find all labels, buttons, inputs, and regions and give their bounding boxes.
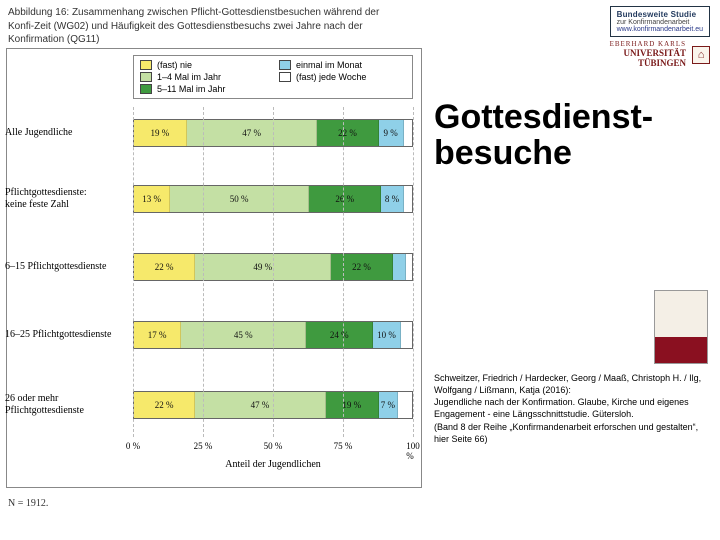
bar-segment: 45 % [181, 322, 306, 348]
bar-segment: 47 % [187, 120, 318, 146]
x-gridline [133, 107, 134, 437]
chart-legend: (fast) nie einmal im Monat 1–4 Mal im Jahr… [133, 55, 413, 99]
bar-segment: 50 % [170, 186, 309, 212]
x-tick-label: 50 % [264, 441, 283, 451]
logo-area: Bundesweite Studie zur Konfirmandenarbei… [610, 6, 710, 68]
page-root: Abbildung 16: Zusammenhang zwischen Pfli… [0, 0, 720, 540]
x-tick-label: 75 % [334, 441, 353, 451]
legend-swatch [140, 84, 152, 94]
bar-segment: 22 % [331, 254, 392, 280]
bar-segment: 47 % [195, 392, 326, 418]
category-label: 26 oder mehrPflichtgottesdienste [5, 391, 127, 419]
x-gridline [273, 107, 274, 437]
crest-icon: ⌂ [692, 46, 710, 64]
legend-label: (fast) jede Woche [296, 72, 366, 82]
legend-label: 5–11 Mal im Jahr [157, 84, 225, 94]
bar-segment: 9 % [379, 120, 404, 146]
bar-segment: 22 % [134, 254, 195, 280]
bar-segment [404, 186, 412, 212]
book-top [655, 291, 707, 337]
bar-segment: 8 % [381, 186, 403, 212]
figure-caption: Abbildung 16: Zusammenhang zwischen Pfli… [8, 6, 398, 47]
bar-segment: 49 % [195, 254, 331, 280]
book-cover-icon [654, 290, 708, 364]
bar-segment: 13 % [134, 186, 170, 212]
study-logo: Bundesweite Studie zur Konfirmandenarbei… [610, 6, 710, 37]
bar-segment [393, 254, 407, 280]
x-tick-label: 25 % [194, 441, 213, 451]
x-axis-label: Anteil der Jugendlichen [133, 459, 413, 470]
legend-item: (fast) nie [140, 60, 267, 70]
bar-segment: 22 % [134, 392, 195, 418]
legend-item: 5–11 Mal im Jahr [140, 84, 267, 94]
x-gridline [203, 107, 204, 437]
legend-swatch [140, 72, 152, 82]
bar-segment: 26 % [309, 186, 381, 212]
book-bottom [655, 337, 707, 363]
category-label: 16–25 Pflichtgottesdienste [5, 321, 127, 349]
study-logo-url: www.konfirmandenarbeit.eu [617, 26, 703, 33]
bar-segment: 7 % [379, 392, 398, 418]
legend-item: 1–4 Mal im Jahr [140, 72, 267, 82]
slide-title: Gottesdienst-besuche [434, 100, 710, 171]
citation-text: Schweitzer, Friedrich / Hardecker, Georg… [434, 372, 710, 445]
n-footer: N = 1912. [8, 498, 48, 509]
category-label: Pflichtgottesdienste:keine feste Zahl [5, 185, 127, 213]
bar-segment [404, 120, 412, 146]
chart-container: (fast) nie einmal im Monat 1–4 Mal im Jahr… [6, 48, 422, 488]
legend-label: 1–4 Mal im Jahr [157, 72, 221, 82]
bar-segment [398, 392, 412, 418]
legend-swatch [140, 60, 152, 70]
category-label: Alle Jugendliche [5, 119, 127, 147]
legend-label: einmal im Monat [296, 60, 362, 70]
legend-swatch [279, 72, 291, 82]
bar-segment: 22 % [317, 120, 378, 146]
x-tick-label: 0 % [126, 441, 140, 451]
category-label: 6–15 Pflichtgottesdienste [5, 253, 127, 281]
study-logo-line2: zur Konfirmandenarbeit [617, 19, 703, 26]
bar-segment: 24 % [306, 322, 373, 348]
legend-item: (fast) jede Woche [279, 72, 406, 82]
legend-label: (fast) nie [157, 60, 192, 70]
bar-segment: 19 % [326, 392, 379, 418]
x-tick-label: 100 % [406, 441, 420, 461]
legend-item: einmal im Monat [279, 60, 406, 70]
legend-swatch [279, 60, 291, 70]
study-logo-line1: Bundesweite Studie [617, 10, 703, 19]
bar-segment: 10 % [373, 322, 401, 348]
bar-segment: 19 % [134, 120, 187, 146]
bar-segment [406, 254, 412, 280]
uni-line3: TÜBINGEN [610, 59, 686, 69]
bar-segment: 17 % [134, 322, 181, 348]
university-logo: EBERHARD KARLS UNIVERSITÄT TÜBINGEN ⌂ [610, 41, 710, 68]
x-gridline [343, 107, 344, 437]
bar-segment [401, 322, 412, 348]
x-gridline [413, 107, 414, 437]
